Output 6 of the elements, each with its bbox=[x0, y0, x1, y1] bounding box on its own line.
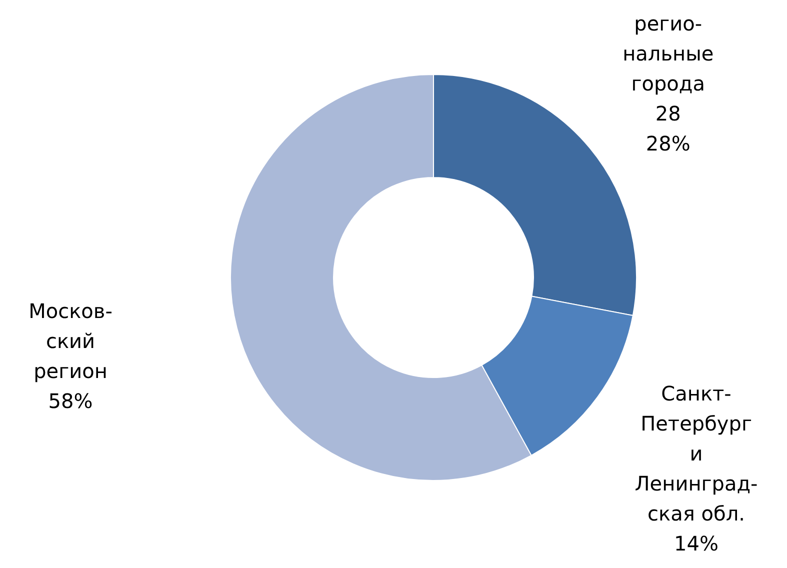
slice-label: регио- нальные города 28 bbox=[622, 11, 714, 126]
data-label: 14% bbox=[674, 531, 718, 556]
data-label: 28% bbox=[646, 131, 690, 156]
slice-label: Москов- ский регион bbox=[28, 298, 112, 383]
data-label: 58% bbox=[48, 388, 93, 413]
slice-label: Санкт- Петербург и Ленинград- ская обл. bbox=[634, 381, 758, 526]
